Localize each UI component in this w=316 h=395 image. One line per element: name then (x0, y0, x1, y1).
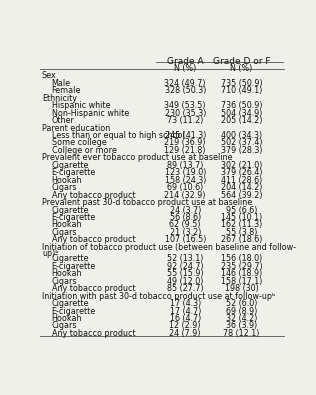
Text: Cigarette: Cigarette (52, 254, 89, 263)
Text: Hookah: Hookah (52, 220, 82, 229)
Text: Cigars: Cigars (52, 228, 77, 237)
Text: 85 (27.7): 85 (27.7) (167, 284, 204, 293)
Text: 328 (50.3): 328 (50.3) (165, 87, 206, 95)
Text: 205 (14.2): 205 (14.2) (221, 116, 262, 125)
Text: Any tobacco product: Any tobacco product (52, 191, 135, 199)
Text: 302 (21.0): 302 (21.0) (221, 161, 262, 170)
Text: Initiation of tobacco product use (between baseline and follow-: Initiation of tobacco product use (betwe… (42, 243, 296, 252)
Text: Cigars: Cigars (52, 183, 77, 192)
Text: 24 (3.7): 24 (3.7) (169, 205, 201, 214)
Text: 12 (2.9): 12 (2.9) (169, 322, 201, 331)
Text: 55 (15.9): 55 (15.9) (167, 269, 204, 278)
Text: 245 (41.3): 245 (41.3) (165, 131, 206, 140)
Text: 230 (35.3): 230 (35.3) (165, 109, 206, 118)
Text: Other: Other (52, 116, 75, 125)
Text: 107 (16.5): 107 (16.5) (165, 235, 206, 245)
Text: 219 (36.9): 219 (36.9) (164, 139, 206, 147)
Text: 52 (13.1): 52 (13.1) (167, 254, 204, 263)
Text: E-cigarette: E-cigarette (52, 213, 96, 222)
Text: 62 (9.5): 62 (9.5) (169, 220, 201, 229)
Text: 36 (3.9): 36 (3.9) (226, 322, 257, 331)
Text: 235 (29.7): 235 (29.7) (221, 262, 262, 271)
Text: 49 (12.0): 49 (12.0) (167, 277, 204, 286)
Text: 158 (17.1): 158 (17.1) (221, 277, 262, 286)
Text: 69 (10.6): 69 (10.6) (167, 183, 203, 192)
Text: Cigars: Cigars (52, 277, 77, 286)
Text: 400 (34.3): 400 (34.3) (221, 131, 262, 140)
Text: Male: Male (52, 79, 71, 88)
Text: 504 (34.9): 504 (34.9) (221, 109, 262, 118)
Text: 411 (28.6): 411 (28.6) (221, 176, 262, 185)
Text: 24 (7.9): 24 (7.9) (169, 329, 201, 338)
Text: 129 (21.8): 129 (21.8) (164, 146, 206, 155)
Text: Hookah: Hookah (52, 314, 82, 323)
Text: Parent education: Parent education (42, 124, 110, 133)
Text: 349 (53.5): 349 (53.5) (164, 101, 206, 110)
Text: 145 (10.1): 145 (10.1) (221, 213, 262, 222)
Text: 89 (13.7): 89 (13.7) (167, 161, 204, 170)
Text: Cigarette: Cigarette (52, 205, 89, 214)
Text: College or more: College or more (52, 146, 117, 155)
Text: N (%): N (%) (174, 64, 196, 73)
Text: 56 (8.6): 56 (8.6) (170, 213, 201, 222)
Text: 736 (50.9): 736 (50.9) (221, 101, 262, 110)
Text: 32 (4.2): 32 (4.2) (226, 314, 257, 323)
Text: Cigarette: Cigarette (52, 161, 89, 170)
Text: 267 (18.6): 267 (18.6) (221, 235, 262, 245)
Text: Prevalent past 30-d tobacco product use at baseline: Prevalent past 30-d tobacco product use … (42, 198, 252, 207)
Text: 198 (30): 198 (30) (225, 284, 258, 293)
Text: Some college: Some college (52, 139, 106, 147)
Text: 214 (32.9): 214 (32.9) (164, 191, 206, 199)
Text: E-cigarette: E-cigarette (52, 262, 96, 271)
Text: 73 (11.2): 73 (11.2) (167, 116, 204, 125)
Text: Hispanic white: Hispanic white (52, 101, 110, 110)
Text: Any tobacco product: Any tobacco product (52, 329, 135, 338)
Text: Cigarette: Cigarette (52, 299, 89, 308)
Text: 17 (4.7): 17 (4.7) (169, 307, 201, 316)
Text: 710 (49.1): 710 (49.1) (221, 87, 262, 95)
Text: 204 (14.2): 204 (14.2) (221, 183, 262, 192)
Text: Non-Hispanic white: Non-Hispanic white (52, 109, 129, 118)
Text: 123 (19.0): 123 (19.0) (165, 168, 206, 177)
Text: 324 (49.7): 324 (49.7) (164, 79, 206, 88)
Text: Hookah: Hookah (52, 269, 82, 278)
Text: 156 (18.0): 156 (18.0) (221, 254, 262, 263)
Text: N (%): N (%) (230, 64, 253, 73)
Text: 162 (11.3): 162 (11.3) (221, 220, 262, 229)
Text: Grade D or F: Grade D or F (213, 57, 270, 66)
Text: 735 (50.9): 735 (50.9) (221, 79, 262, 88)
Text: Sex: Sex (42, 71, 57, 81)
Text: Prevalent ever tobacco product use at baseline: Prevalent ever tobacco product use at ba… (42, 153, 233, 162)
Text: 502 (37.4): 502 (37.4) (221, 139, 262, 147)
Text: 69 (8.9): 69 (8.9) (226, 307, 257, 316)
Text: Any tobacco product: Any tobacco product (52, 235, 135, 245)
Text: 52 (6.0): 52 (6.0) (226, 299, 257, 308)
Text: 92 (24.7): 92 (24.7) (167, 262, 204, 271)
Text: 146 (18.9): 146 (18.9) (221, 269, 262, 278)
Text: Ethnicity: Ethnicity (42, 94, 77, 103)
Text: E-cigarette: E-cigarette (52, 307, 96, 316)
Text: Cigars: Cigars (52, 322, 77, 331)
Text: up)ᵇ: up)ᵇ (42, 249, 59, 258)
Text: Female: Female (52, 87, 81, 95)
Text: 379 (26.4): 379 (26.4) (221, 168, 262, 177)
Text: 78 (12.1): 78 (12.1) (223, 329, 260, 338)
Text: Hookah: Hookah (52, 176, 82, 185)
Text: E-cigarette: E-cigarette (52, 168, 96, 177)
Text: Grade A: Grade A (167, 57, 204, 66)
Text: 55 (3.8): 55 (3.8) (226, 228, 257, 237)
Text: Any tobacco product: Any tobacco product (52, 284, 135, 293)
Text: 158 (24.3): 158 (24.3) (165, 176, 206, 185)
Text: 564 (39.2): 564 (39.2) (221, 191, 262, 199)
Text: 379 (28.3): 379 (28.3) (221, 146, 262, 155)
Text: 17 (4.3): 17 (4.3) (170, 299, 201, 308)
Text: 95 (6.6): 95 (6.6) (226, 205, 257, 214)
Text: 21 (3.2): 21 (3.2) (169, 228, 201, 237)
Text: Less than or equal to high school: Less than or equal to high school (52, 131, 185, 140)
Text: Initiation with past 30-d tobacco product use at follow-upᵇ: Initiation with past 30-d tobacco produc… (42, 292, 276, 301)
Text: 16 (4.7): 16 (4.7) (170, 314, 201, 323)
